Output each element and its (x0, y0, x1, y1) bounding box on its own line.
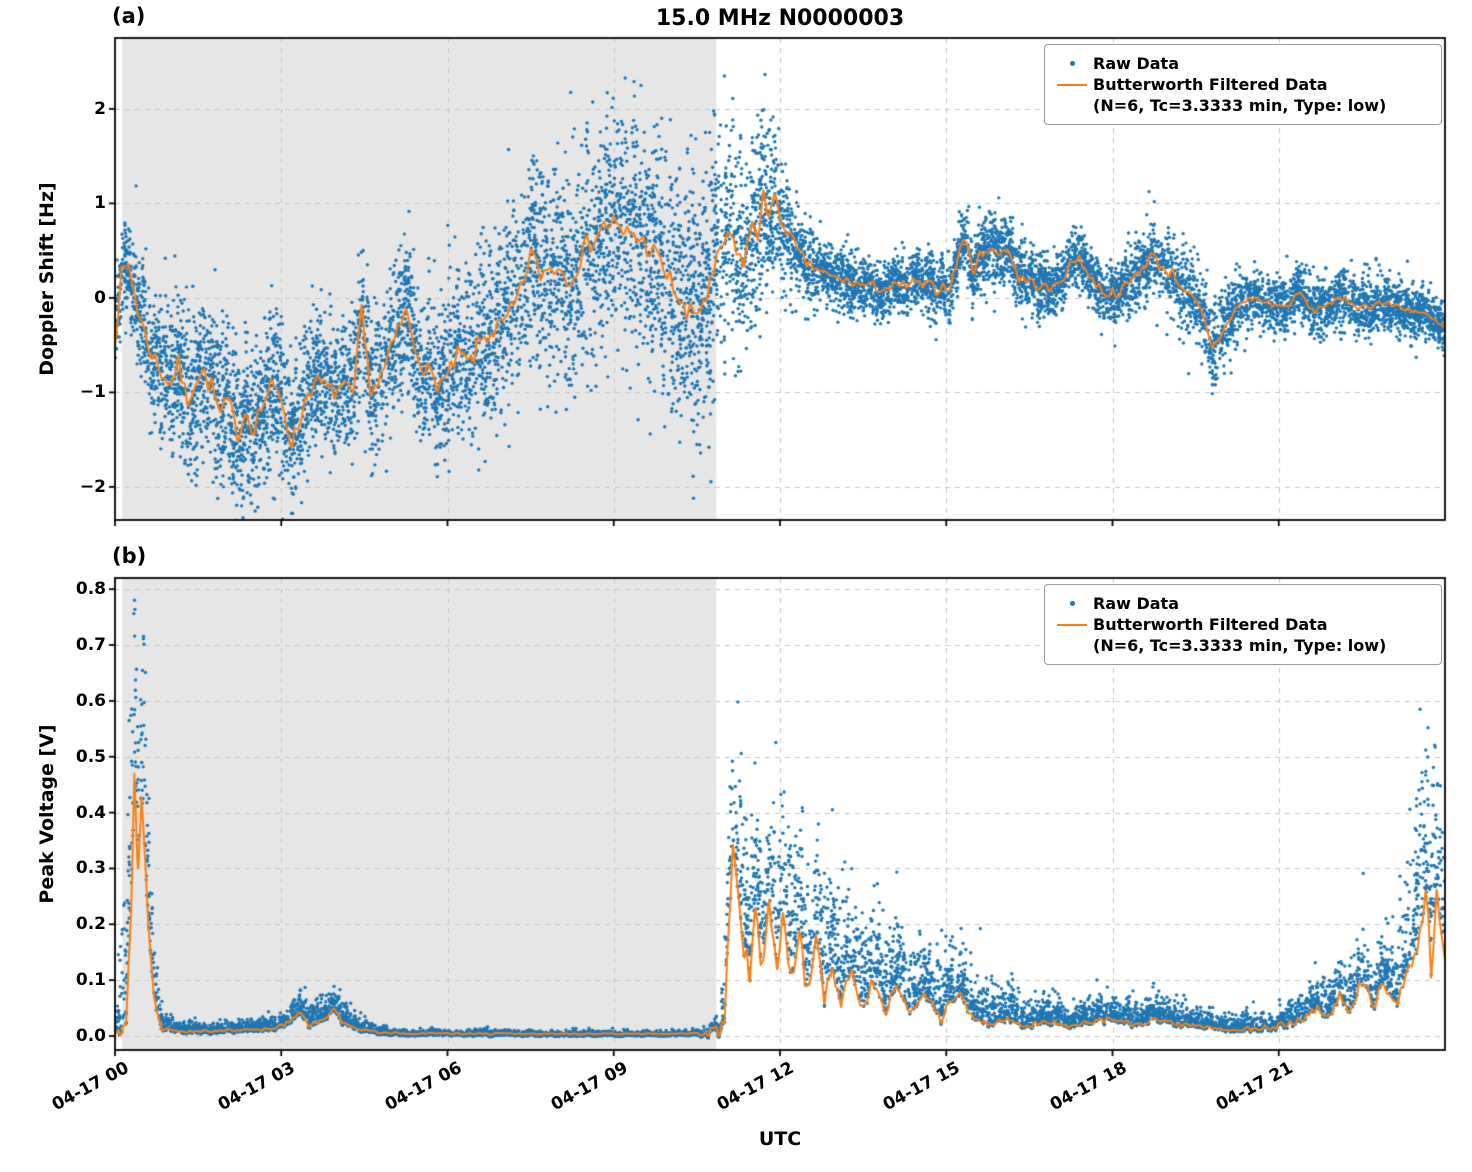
y-tick-label: 0.4 (75, 802, 106, 823)
y-tick-label: 0.3 (75, 858, 106, 879)
y-tick-label: 0.7 (75, 635, 106, 656)
y-tick-label: 0.0 (75, 1026, 106, 1047)
panel-b-tag: (b) (112, 544, 147, 568)
panel-a-tag: (a) (112, 4, 146, 28)
x-axis-label: UTC (758, 1128, 802, 1150)
y-tick-label: 0.6 (75, 690, 106, 711)
filtered-line-icon (1051, 614, 1093, 635)
legend-filtered-entry: Butterworth Filtered Data (1051, 74, 1431, 95)
y-tick-label: 0 (94, 287, 106, 308)
legend-filtered-entry: Butterworth Filtered Data (1051, 614, 1431, 635)
y-tick-label: 1 (94, 193, 106, 214)
chart-title: 15.0 MHz N0000003 (655, 6, 905, 31)
y-tick-label: 0.2 (75, 914, 106, 935)
legend-filtered-sublabel: (N=6, Tc=3.3333 min, Type: low) (1093, 96, 1387, 115)
legend-filtered-sublabel: (N=6, Tc=3.3333 min, Type: low) (1093, 636, 1387, 655)
legend-filtered-label: Butterworth Filtered Data (1093, 75, 1328, 94)
panel-a-legend: Raw Data Butterworth Filtered Data (N=6,… (1044, 44, 1442, 125)
y-tick-label: 2 (94, 98, 106, 119)
legend-raw-label: Raw Data (1093, 54, 1179, 73)
legend-raw-entry: Raw Data (1051, 53, 1431, 74)
y-tick-label: 0.5 (75, 746, 106, 767)
filtered-line-icon (1051, 74, 1093, 95)
legend-filtered-label: Butterworth Filtered Data (1093, 615, 1328, 634)
y-tick-label: 0.8 (75, 579, 106, 600)
y-tick-label: −1 (79, 382, 106, 403)
y-tick-label: −2 (79, 476, 106, 497)
raw-data-dot-icon (1051, 593, 1093, 614)
y-tick-label: 0.1 (75, 970, 106, 991)
raw-data-dot-icon (1051, 53, 1093, 74)
legend-raw-label: Raw Data (1093, 594, 1179, 613)
panel-b-legend: Raw Data Butterworth Filtered Data (N=6,… (1044, 584, 1442, 665)
legend-raw-entry: Raw Data (1051, 593, 1431, 614)
